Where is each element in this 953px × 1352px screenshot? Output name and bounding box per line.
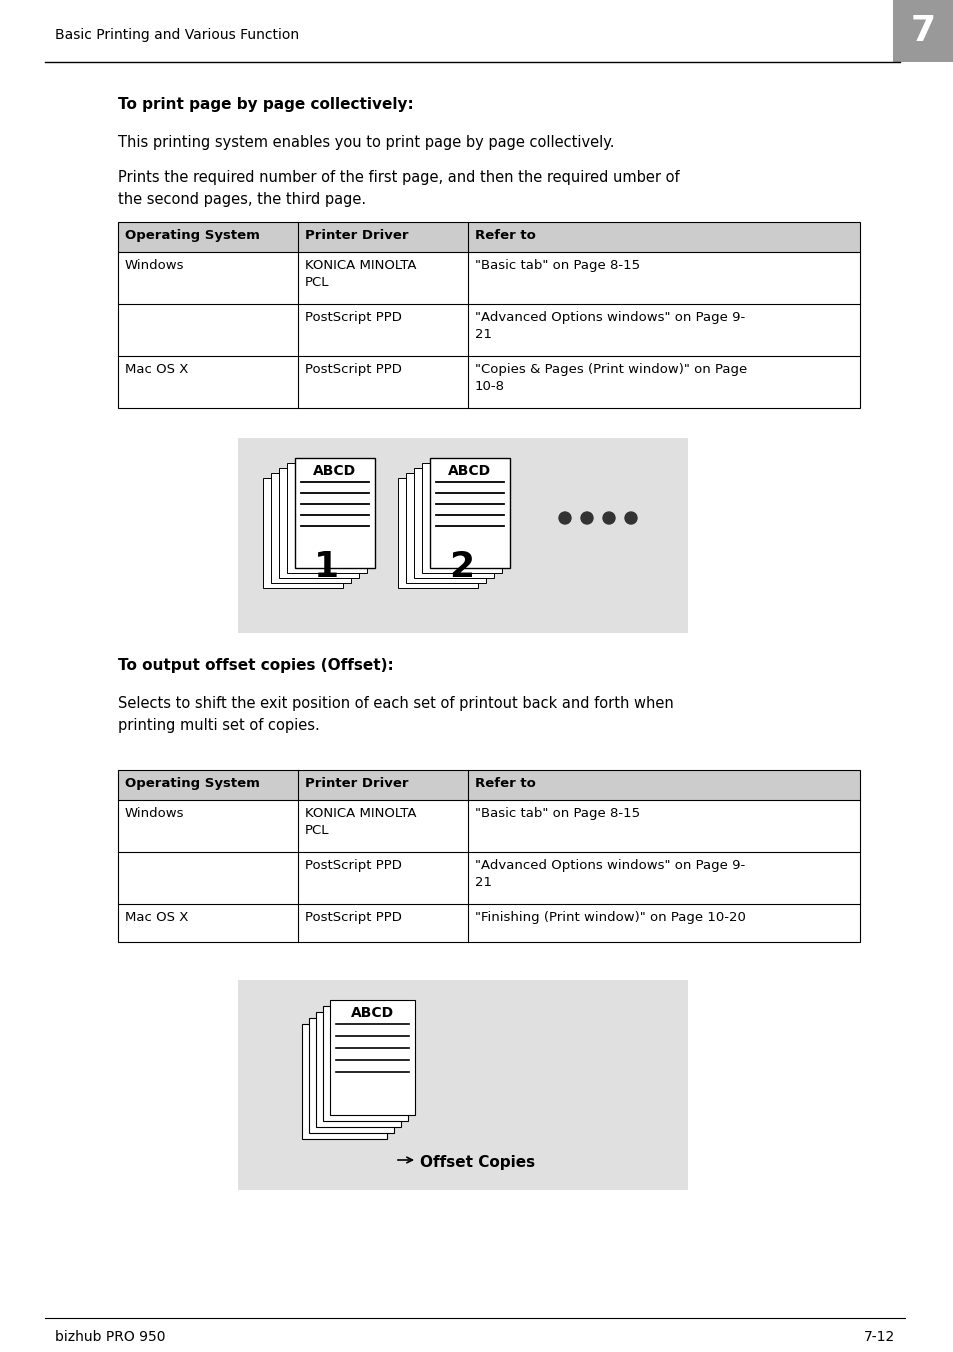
- Bar: [118, 771, 859, 942]
- Bar: [309, 1018, 394, 1133]
- Text: 2: 2: [449, 550, 474, 584]
- Bar: [323, 1006, 408, 1121]
- Bar: [118, 222, 859, 251]
- Bar: [237, 438, 687, 633]
- Text: Selects to shift the exit position of each set of printout back and forth when
p: Selects to shift the exit position of ea…: [118, 696, 673, 733]
- Circle shape: [624, 512, 637, 525]
- Bar: [118, 222, 859, 408]
- Text: 7: 7: [909, 14, 935, 49]
- Bar: [892, 0, 953, 62]
- Text: Mac OS X: Mac OS X: [125, 362, 188, 376]
- Bar: [430, 458, 510, 568]
- Text: "Basic tab" on Page 8-15: "Basic tab" on Page 8-15: [475, 260, 639, 272]
- Text: Offset Copies: Offset Copies: [419, 1155, 535, 1169]
- Text: bizhub PRO 950: bizhub PRO 950: [55, 1330, 165, 1344]
- Text: "Finishing (Print window)" on Page 10-20: "Finishing (Print window)" on Page 10-20: [475, 911, 745, 923]
- Text: PostScript PPD: PostScript PPD: [305, 911, 401, 923]
- Text: "Advanced Options windows" on Page 9-
21: "Advanced Options windows" on Page 9- 21: [475, 311, 744, 341]
- Text: "Advanced Options windows" on Page 9-
21: "Advanced Options windows" on Page 9- 21: [475, 859, 744, 890]
- Text: Printer Driver: Printer Driver: [305, 777, 408, 790]
- Text: To print page by page collectively:: To print page by page collectively:: [118, 97, 414, 112]
- Text: Refer to: Refer to: [475, 228, 536, 242]
- Text: Windows: Windows: [125, 807, 184, 821]
- Text: PostScript PPD: PostScript PPD: [305, 311, 401, 324]
- Text: 1: 1: [314, 550, 339, 584]
- Bar: [271, 473, 351, 583]
- Bar: [287, 462, 367, 573]
- Text: KONICA MINOLTA
PCL: KONICA MINOLTA PCL: [305, 807, 416, 837]
- Bar: [237, 980, 687, 1190]
- Bar: [330, 1000, 415, 1115]
- Bar: [421, 462, 501, 573]
- Bar: [263, 479, 343, 588]
- Text: Prints the required number of the first page, and then the required umber of
the: Prints the required number of the first …: [118, 170, 679, 207]
- Text: 7-12: 7-12: [862, 1330, 894, 1344]
- Text: "Basic tab" on Page 8-15: "Basic tab" on Page 8-15: [475, 807, 639, 821]
- Text: This printing system enables you to print page by page collectively.: This printing system enables you to prin…: [118, 135, 614, 150]
- Text: Refer to: Refer to: [475, 777, 536, 790]
- Text: Mac OS X: Mac OS X: [125, 911, 188, 923]
- Text: PostScript PPD: PostScript PPD: [305, 859, 401, 872]
- Text: Printer Driver: Printer Driver: [305, 228, 408, 242]
- Text: Operating System: Operating System: [125, 228, 259, 242]
- Text: ABCD: ABCD: [448, 464, 491, 479]
- Circle shape: [558, 512, 571, 525]
- Circle shape: [580, 512, 593, 525]
- Bar: [414, 468, 494, 579]
- Circle shape: [602, 512, 615, 525]
- Text: To output offset copies (Offset):: To output offset copies (Offset):: [118, 658, 394, 673]
- Text: Basic Printing and Various Function: Basic Printing and Various Function: [55, 28, 299, 42]
- Bar: [278, 468, 358, 579]
- Bar: [397, 479, 477, 588]
- Bar: [294, 458, 375, 568]
- Text: Operating System: Operating System: [125, 777, 259, 790]
- Text: Windows: Windows: [125, 260, 184, 272]
- Bar: [406, 473, 485, 583]
- Text: PostScript PPD: PostScript PPD: [305, 362, 401, 376]
- Bar: [302, 1023, 387, 1138]
- Text: KONICA MINOLTA
PCL: KONICA MINOLTA PCL: [305, 260, 416, 289]
- Bar: [118, 771, 859, 800]
- Text: "Copies & Pages (Print window)" on Page
10-8: "Copies & Pages (Print window)" on Page …: [475, 362, 746, 393]
- Text: ABCD: ABCD: [351, 1006, 394, 1019]
- Text: ABCD: ABCD: [314, 464, 356, 479]
- Bar: [315, 1013, 400, 1128]
